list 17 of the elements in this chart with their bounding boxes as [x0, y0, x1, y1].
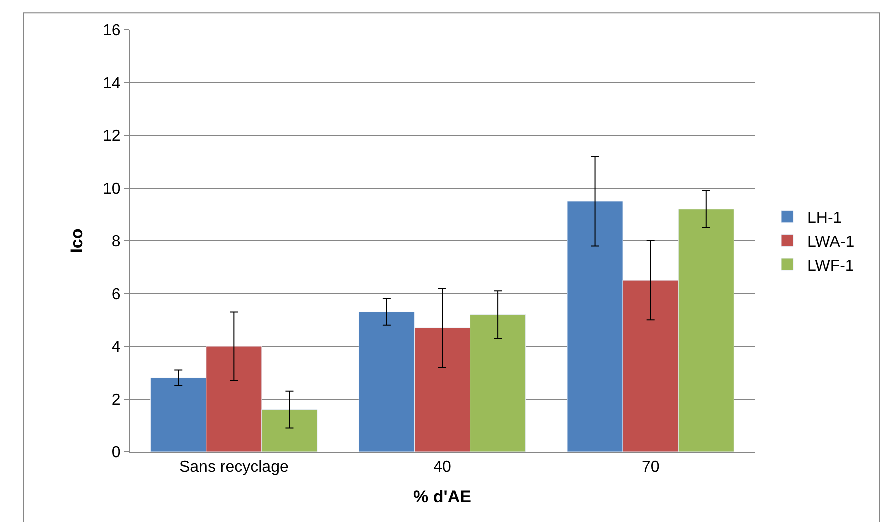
y-tick-label: 10: [103, 180, 121, 198]
y-axis-title: Ico: [68, 228, 87, 254]
x-axis-title: % d'AE: [414, 488, 472, 507]
y-tick-label: 8: [112, 234, 121, 251]
y-tick-label: 0: [112, 444, 121, 462]
y-tick-label: 6: [112, 286, 121, 304]
legend-label: LWF-1: [808, 258, 854, 275]
x-tick-label: 40: [434, 459, 452, 476]
x-tick-label: Sans recyclage: [179, 459, 289, 476]
legend-label: LWA-1: [808, 234, 855, 251]
x-tick-label: 70: [642, 459, 660, 476]
y-tick-label: 2: [112, 392, 121, 409]
y-tick-label: 4: [112, 339, 121, 356]
y-tick-label: 12: [103, 128, 121, 146]
legend-label: LH-1: [808, 210, 842, 228]
y-tick-label: 16: [103, 22, 121, 40]
y-tick-label: 14: [103, 75, 121, 92]
